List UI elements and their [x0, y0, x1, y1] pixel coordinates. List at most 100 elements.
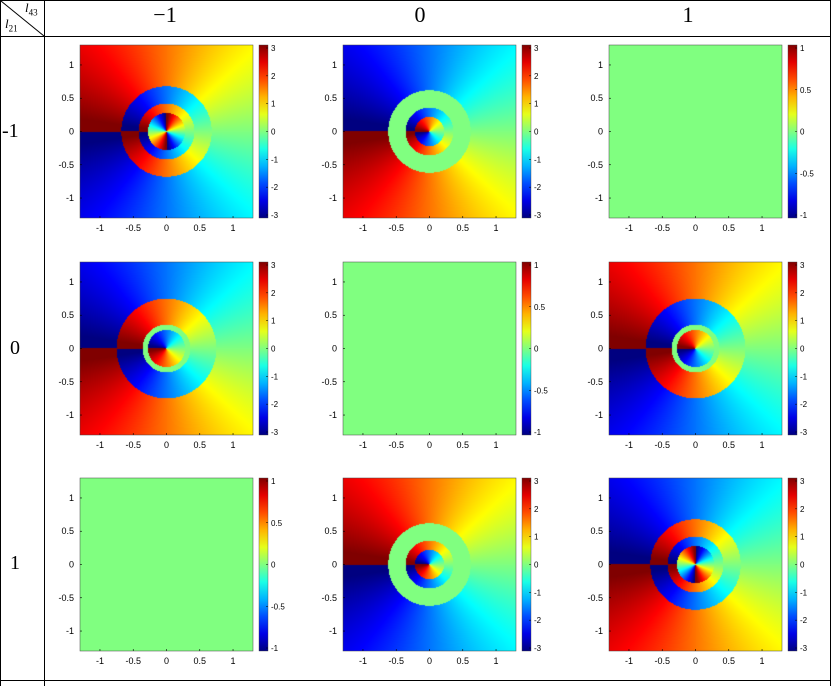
x-tick-label: -1 — [359, 656, 367, 666]
y-tick-label: 1 — [69, 60, 74, 70]
x-tick-label: -0.5 — [654, 656, 670, 666]
x-tick-label: -0.5 — [654, 440, 670, 450]
colorbar-tick-label: 0 — [271, 345, 276, 354]
y-tick-label: -1 — [595, 410, 603, 420]
colorbar-tick-label: 1 — [534, 533, 539, 542]
x-tick-label: 1 — [494, 440, 499, 450]
colorbar-tick-label: 1 — [271, 100, 276, 109]
x-tick-label: -1 — [625, 440, 633, 450]
phase-map-image — [343, 262, 516, 435]
colorbar-tick-label: -2 — [534, 616, 542, 625]
x-tick-label: 0.5 — [723, 656, 736, 666]
x-tick-label: -1 — [625, 223, 633, 233]
x-tick-label: 1 — [760, 223, 765, 233]
colorbar-tick-label: 1 — [534, 261, 539, 270]
y-tick-label: -1 — [66, 626, 74, 636]
x-tick-label: -0.5 — [125, 440, 141, 450]
phase-plot-0-0: -1 -0.5 0 0.5 1 1 0.5 0 -0.5 -1 3 2 1 0 -1 -2 -3 — [58, 44, 279, 233]
colorbar-tick-label: 0.5 — [534, 303, 546, 312]
column-header-0: −1 — [153, 2, 177, 27]
x-tick-label: 1 — [494, 656, 499, 666]
phase-map-image — [80, 478, 253, 651]
colorbar-tick-label: 0 — [271, 128, 276, 137]
x-tick-label: 0.5 — [194, 223, 207, 233]
y-tick-label: 0.5 — [61, 526, 74, 536]
y-tick-label: -0.5 — [58, 377, 74, 387]
x-tick-label: -0.5 — [388, 440, 404, 450]
y-tick-label: 1 — [598, 493, 603, 503]
colorbar-tick-label: 3 — [800, 477, 805, 486]
x-tick-label: -1 — [96, 223, 104, 233]
x-tick-label: 1 — [231, 223, 236, 233]
colorbar-tick-label: -1 — [534, 155, 542, 164]
y-tick-label: 1 — [332, 277, 337, 287]
row-header-0: -1 — [2, 120, 19, 142]
y-tick-label: 0.5 — [590, 310, 603, 320]
y-tick-label: 1 — [332, 493, 337, 503]
colorbar-tick-label: 1 — [800, 533, 805, 542]
x-tick-label: -0.5 — [388, 656, 404, 666]
colorbar-tick-label: 3 — [800, 261, 805, 270]
x-tick-label: 0 — [427, 440, 432, 450]
y-tick-label: 0 — [332, 127, 337, 137]
phase-plot-1-0: -1 -0.5 0 0.5 1 1 0.5 0 -0.5 -1 3 2 1 0 -1 -2 -3 — [58, 261, 279, 450]
x-tick-label: -1 — [359, 223, 367, 233]
colorbar-tick-label: 1 — [271, 317, 276, 326]
x-tick-label: 1 — [231, 440, 236, 450]
colorbar-tick-label: 2 — [534, 505, 539, 514]
x-tick-label: 1 — [760, 440, 765, 450]
row-sub: 21 — [8, 23, 18, 34]
colorbar-tick-label: 0 — [800, 561, 805, 570]
colorbar-tick-label: -0.5 — [534, 386, 548, 395]
x-tick-label: -1 — [96, 656, 104, 666]
phase-plot-0-2: -1 -0.5 0 0.5 1 1 0.5 0 -0.5 -1 1 0.5 0 -0.5 -1 — [587, 44, 814, 233]
x-tick-label: -0.5 — [125, 656, 141, 666]
x-tick-label: 0 — [164, 440, 169, 450]
y-tick-label: -0.5 — [58, 160, 74, 170]
colorbar-tick-label: 2 — [534, 72, 539, 81]
colorbar-tick-label: 2 — [271, 72, 276, 81]
corner-diagonal — [0, 0, 45, 37]
x-tick-label: 0.5 — [194, 656, 207, 666]
colorbar-tick-label: -1 — [800, 588, 808, 597]
row-var: l — [5, 16, 9, 31]
y-tick-label: -1 — [66, 193, 74, 203]
phase-map-image — [80, 262, 253, 435]
colorbar-tick-label: 0.5 — [800, 86, 812, 95]
colorbar-tick-label: -3 — [271, 428, 279, 437]
x-tick-label: 0.5 — [457, 656, 470, 666]
colorbar-tick-label: 0 — [534, 128, 539, 137]
colorbar-tick-label: 2 — [271, 289, 276, 298]
colorbar-tick-label: -3 — [271, 211, 279, 220]
phase-map-image — [343, 45, 516, 218]
x-tick-label: 0 — [164, 223, 169, 233]
x-tick-label: 1 — [231, 656, 236, 666]
x-tick-label: 0 — [427, 223, 432, 233]
y-tick-label: 0.5 — [324, 310, 337, 320]
y-tick-label: -1 — [329, 410, 337, 420]
y-tick-label: 1 — [69, 277, 74, 287]
phase-map-image — [609, 478, 782, 651]
x-tick-label: 1 — [760, 656, 765, 666]
colorbar-tick-label: -1 — [534, 428, 542, 437]
y-tick-label: 1 — [598, 60, 603, 70]
y-tick-label: -0.5 — [321, 593, 337, 603]
colorbar-tick-label: -2 — [800, 400, 808, 409]
colorbar-tick-label: -1 — [800, 211, 808, 220]
phase-plot-2-2: -1 -0.5 0 0.5 1 1 0.5 0 -0.5 -1 3 2 1 0 -1 -2 -3 — [587, 477, 808, 666]
phase-plot-0-1: -1 -0.5 0 0.5 1 1 0.5 0 -0.5 -1 3 2 1 0 -1 -2 -3 — [321, 44, 542, 233]
colorbar-tick-label: 0 — [800, 345, 805, 354]
y-tick-label: 0 — [598, 560, 603, 570]
y-tick-label: 0 — [332, 344, 337, 354]
x-tick-label: -0.5 — [388, 223, 404, 233]
corner-row-label: l21 — [5, 16, 18, 34]
y-tick-label: -1 — [329, 193, 337, 203]
colorbar-tick-label: 0.5 — [271, 519, 283, 528]
x-tick-label: 0 — [693, 440, 698, 450]
x-tick-label: -0.5 — [125, 223, 141, 233]
colorbar-tick-label: 0 — [534, 561, 539, 570]
corner-col-label: l43 — [25, 0, 38, 18]
y-tick-label: -1 — [595, 193, 603, 203]
colorbar-tick-label: -0.5 — [271, 602, 285, 611]
